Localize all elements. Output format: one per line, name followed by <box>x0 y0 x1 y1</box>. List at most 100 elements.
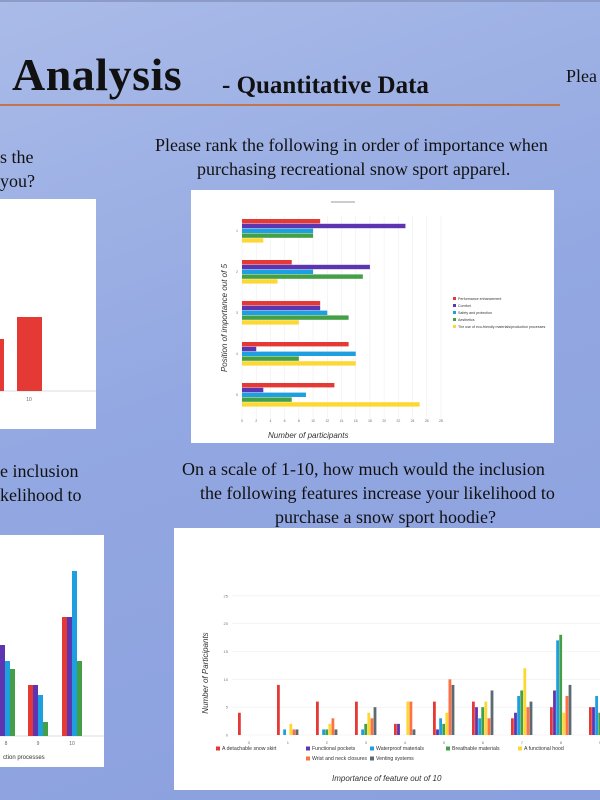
ranking-bar <box>242 387 264 393</box>
left-bottom-bar-10a <box>62 617 67 736</box>
ranking-bar <box>242 301 321 306</box>
scale-bar <box>514 712 517 735</box>
scale-bar <box>484 701 488 735</box>
scale-bar <box>238 712 241 735</box>
ranking-x-tick: 18 <box>368 419 372 423</box>
scale-bar <box>370 718 374 735</box>
ranking-x-tick: 22 <box>396 419 400 423</box>
top-right-text: Plea <box>566 66 597 86</box>
scale-question-line2: the following features increase your lik… <box>200 483 555 503</box>
scale-bar <box>523 668 527 735</box>
scale-bar <box>445 712 449 735</box>
ranking-legend-swatch <box>453 304 456 307</box>
left-bottom-bar-9d <box>43 722 48 736</box>
left-bottom-bar-8c <box>10 669 15 736</box>
left-top-tick-label: 10 <box>26 397 32 403</box>
scale-bar <box>436 729 439 735</box>
ranking-bar <box>242 219 321 224</box>
slide-title: Analysis <box>12 49 183 100</box>
ranking-bar <box>242 346 257 352</box>
ranking-bar <box>242 315 349 320</box>
scale-bar <box>451 684 455 735</box>
ranking-bar <box>242 397 292 402</box>
left-bottom-tick-9: 9 <box>37 741 40 747</box>
ranking-bar <box>242 274 363 279</box>
scale-x-tick: 9 <box>599 740 600 745</box>
scale-bar <box>433 701 436 735</box>
scale-bar <box>295 729 299 735</box>
scale-bar <box>373 707 377 735</box>
scale-x-tick: 0 <box>248 740 251 745</box>
scale-bar <box>394 723 397 735</box>
ranking-bar <box>242 361 356 366</box>
ranking-bar <box>242 320 299 325</box>
ranking-x-tick: 10 <box>311 419 315 423</box>
scale-bar <box>565 696 569 735</box>
scale-x-tick: 5 <box>443 740 446 745</box>
scale-bar <box>355 701 358 735</box>
ranking-bar <box>242 223 406 229</box>
scale-bar <box>598 712 600 735</box>
left-top-bar-2 <box>17 317 42 391</box>
scale-legend-swatch <box>370 746 374 751</box>
left-bottom-bar-9a <box>28 685 33 736</box>
scale-bar <box>481 707 485 735</box>
scale-bar <box>568 684 572 735</box>
scale-bar <box>592 707 595 735</box>
ranking-x-tick: 2 <box>255 419 257 423</box>
left-bottom-legend-fragment: ction processes <box>3 755 45 761</box>
scale-bar <box>487 718 491 735</box>
ranking-bar <box>242 233 314 238</box>
scale-bar <box>331 718 335 735</box>
left-bottom-bar-10b <box>67 617 72 736</box>
scale-bar <box>550 707 553 735</box>
left-bottom-bar-10c <box>72 571 77 736</box>
scale-legend-label: A detachable snow skirt <box>222 746 277 752</box>
scale-x-tick: 2 <box>326 740 329 745</box>
scale-bar <box>406 701 410 735</box>
scale-bar <box>511 718 514 735</box>
left-question-top-line1: s the <box>0 147 34 167</box>
scale-bar <box>559 634 563 735</box>
ranking-chart-header-mark <box>331 201 355 203</box>
ranking-x-tick: 24 <box>411 419 415 423</box>
scale-y-axis-label: Number of Participants <box>201 632 210 713</box>
scale-bar <box>322 729 325 735</box>
scale-bar <box>478 718 481 735</box>
ranking-x-tick: 28 <box>439 419 443 423</box>
ranking-bar <box>242 264 370 270</box>
ranking-legend-label: Comfort <box>458 304 471 308</box>
left-bottom-tick-8: 8 <box>5 741 8 747</box>
scale-x-tick: 6 <box>482 740 485 745</box>
top-border <box>0 0 600 2</box>
scale-bar <box>562 712 566 735</box>
ranking-bar <box>242 269 314 274</box>
ranking-bar <box>242 342 349 347</box>
ranking-legend-label: The use of eco-friendly materials/produc… <box>458 325 545 329</box>
left-question-top-line2: you? <box>0 171 35 191</box>
left-top-bar-1 <box>0 339 4 391</box>
scale-y-tick: 0 <box>226 733 229 738</box>
scale-bar <box>556 640 559 735</box>
left-bottom-bar-9c <box>38 695 43 736</box>
scale-legend-swatch <box>370 756 374 761</box>
scale-legend-label: A functional hood <box>524 746 564 752</box>
left-question-mid-line1: e inclusion <box>0 461 79 481</box>
scale-bar <box>490 690 494 735</box>
scale-bar <box>517 696 520 735</box>
scale-bar <box>367 712 371 735</box>
scale-legend-label: Wrist and neck closures <box>312 756 367 762</box>
scale-bar <box>553 690 556 735</box>
scale-y-tick: 5 <box>226 705 229 710</box>
ranking-x-tick: 0 <box>241 419 243 423</box>
scale-bar <box>412 729 416 735</box>
scale-bar <box>520 690 524 735</box>
scale-legend-swatch <box>306 746 310 751</box>
left-bottom-tick-10: 10 <box>69 741 75 747</box>
scale-bar <box>325 729 329 735</box>
scale-x-tick: 4 <box>404 740 407 745</box>
ranking-legend-swatch <box>453 297 456 300</box>
